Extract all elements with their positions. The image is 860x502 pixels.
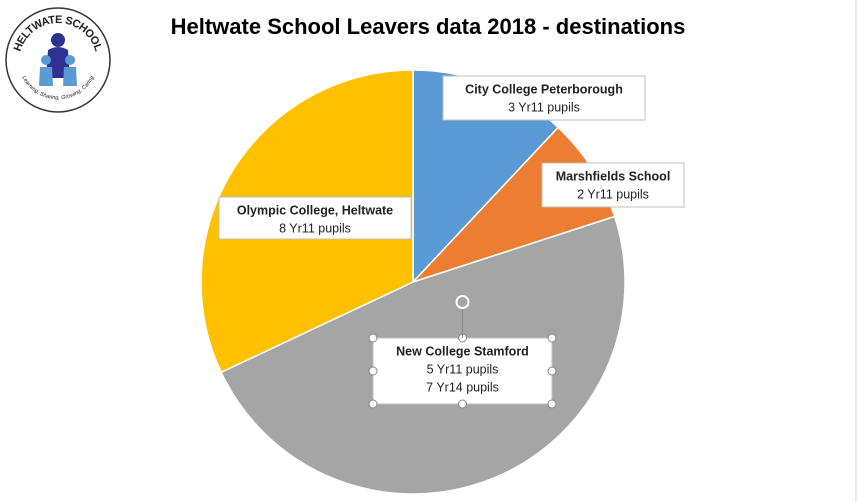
selection-handle [368, 399, 378, 409]
selection-handle [368, 333, 378, 343]
labels: City College Peterborough 3 Yr11 pupils Ma… [218, 75, 685, 409]
value-label: 2 Yr11 pupils [577, 187, 649, 201]
logo-figure [41, 55, 51, 65]
category-label: New College Stamford [396, 344, 529, 358]
value-label: 3 Yr11 pupils [508, 100, 580, 114]
category-label: City College Peterborough [465, 82, 623, 96]
chart-title: Heltwate School Leavers data 2018 - dest… [171, 14, 686, 39]
data-label-box [372, 337, 553, 405]
data-label-box [442, 75, 646, 121]
rotate-handle [455, 295, 470, 309]
selection-handle [368, 366, 378, 376]
logo-figure [65, 55, 75, 65]
selection-handle [547, 399, 557, 409]
selection-handle [547, 366, 557, 376]
category-label: Marshfields School [556, 169, 671, 183]
logo-figure [51, 33, 65, 47]
logo: HELTWATE SCHOOL Learning, Sharing, Growi… [5, 7, 111, 113]
data-label-box [541, 162, 685, 208]
value-label: 5 Yr11 pupils [427, 362, 499, 376]
logo-figure [63, 67, 77, 86]
value-label: 8 Yr11 pupils [279, 221, 351, 235]
value-label: 7 Yr14 pupils [426, 380, 499, 394]
selection-handle [547, 333, 557, 343]
data-label-box [218, 196, 412, 240]
pie [200, 69, 626, 495]
logo-figure [39, 67, 53, 86]
category-label: Olympic College, Heltwate [237, 203, 393, 217]
selection-handle [458, 399, 467, 409]
